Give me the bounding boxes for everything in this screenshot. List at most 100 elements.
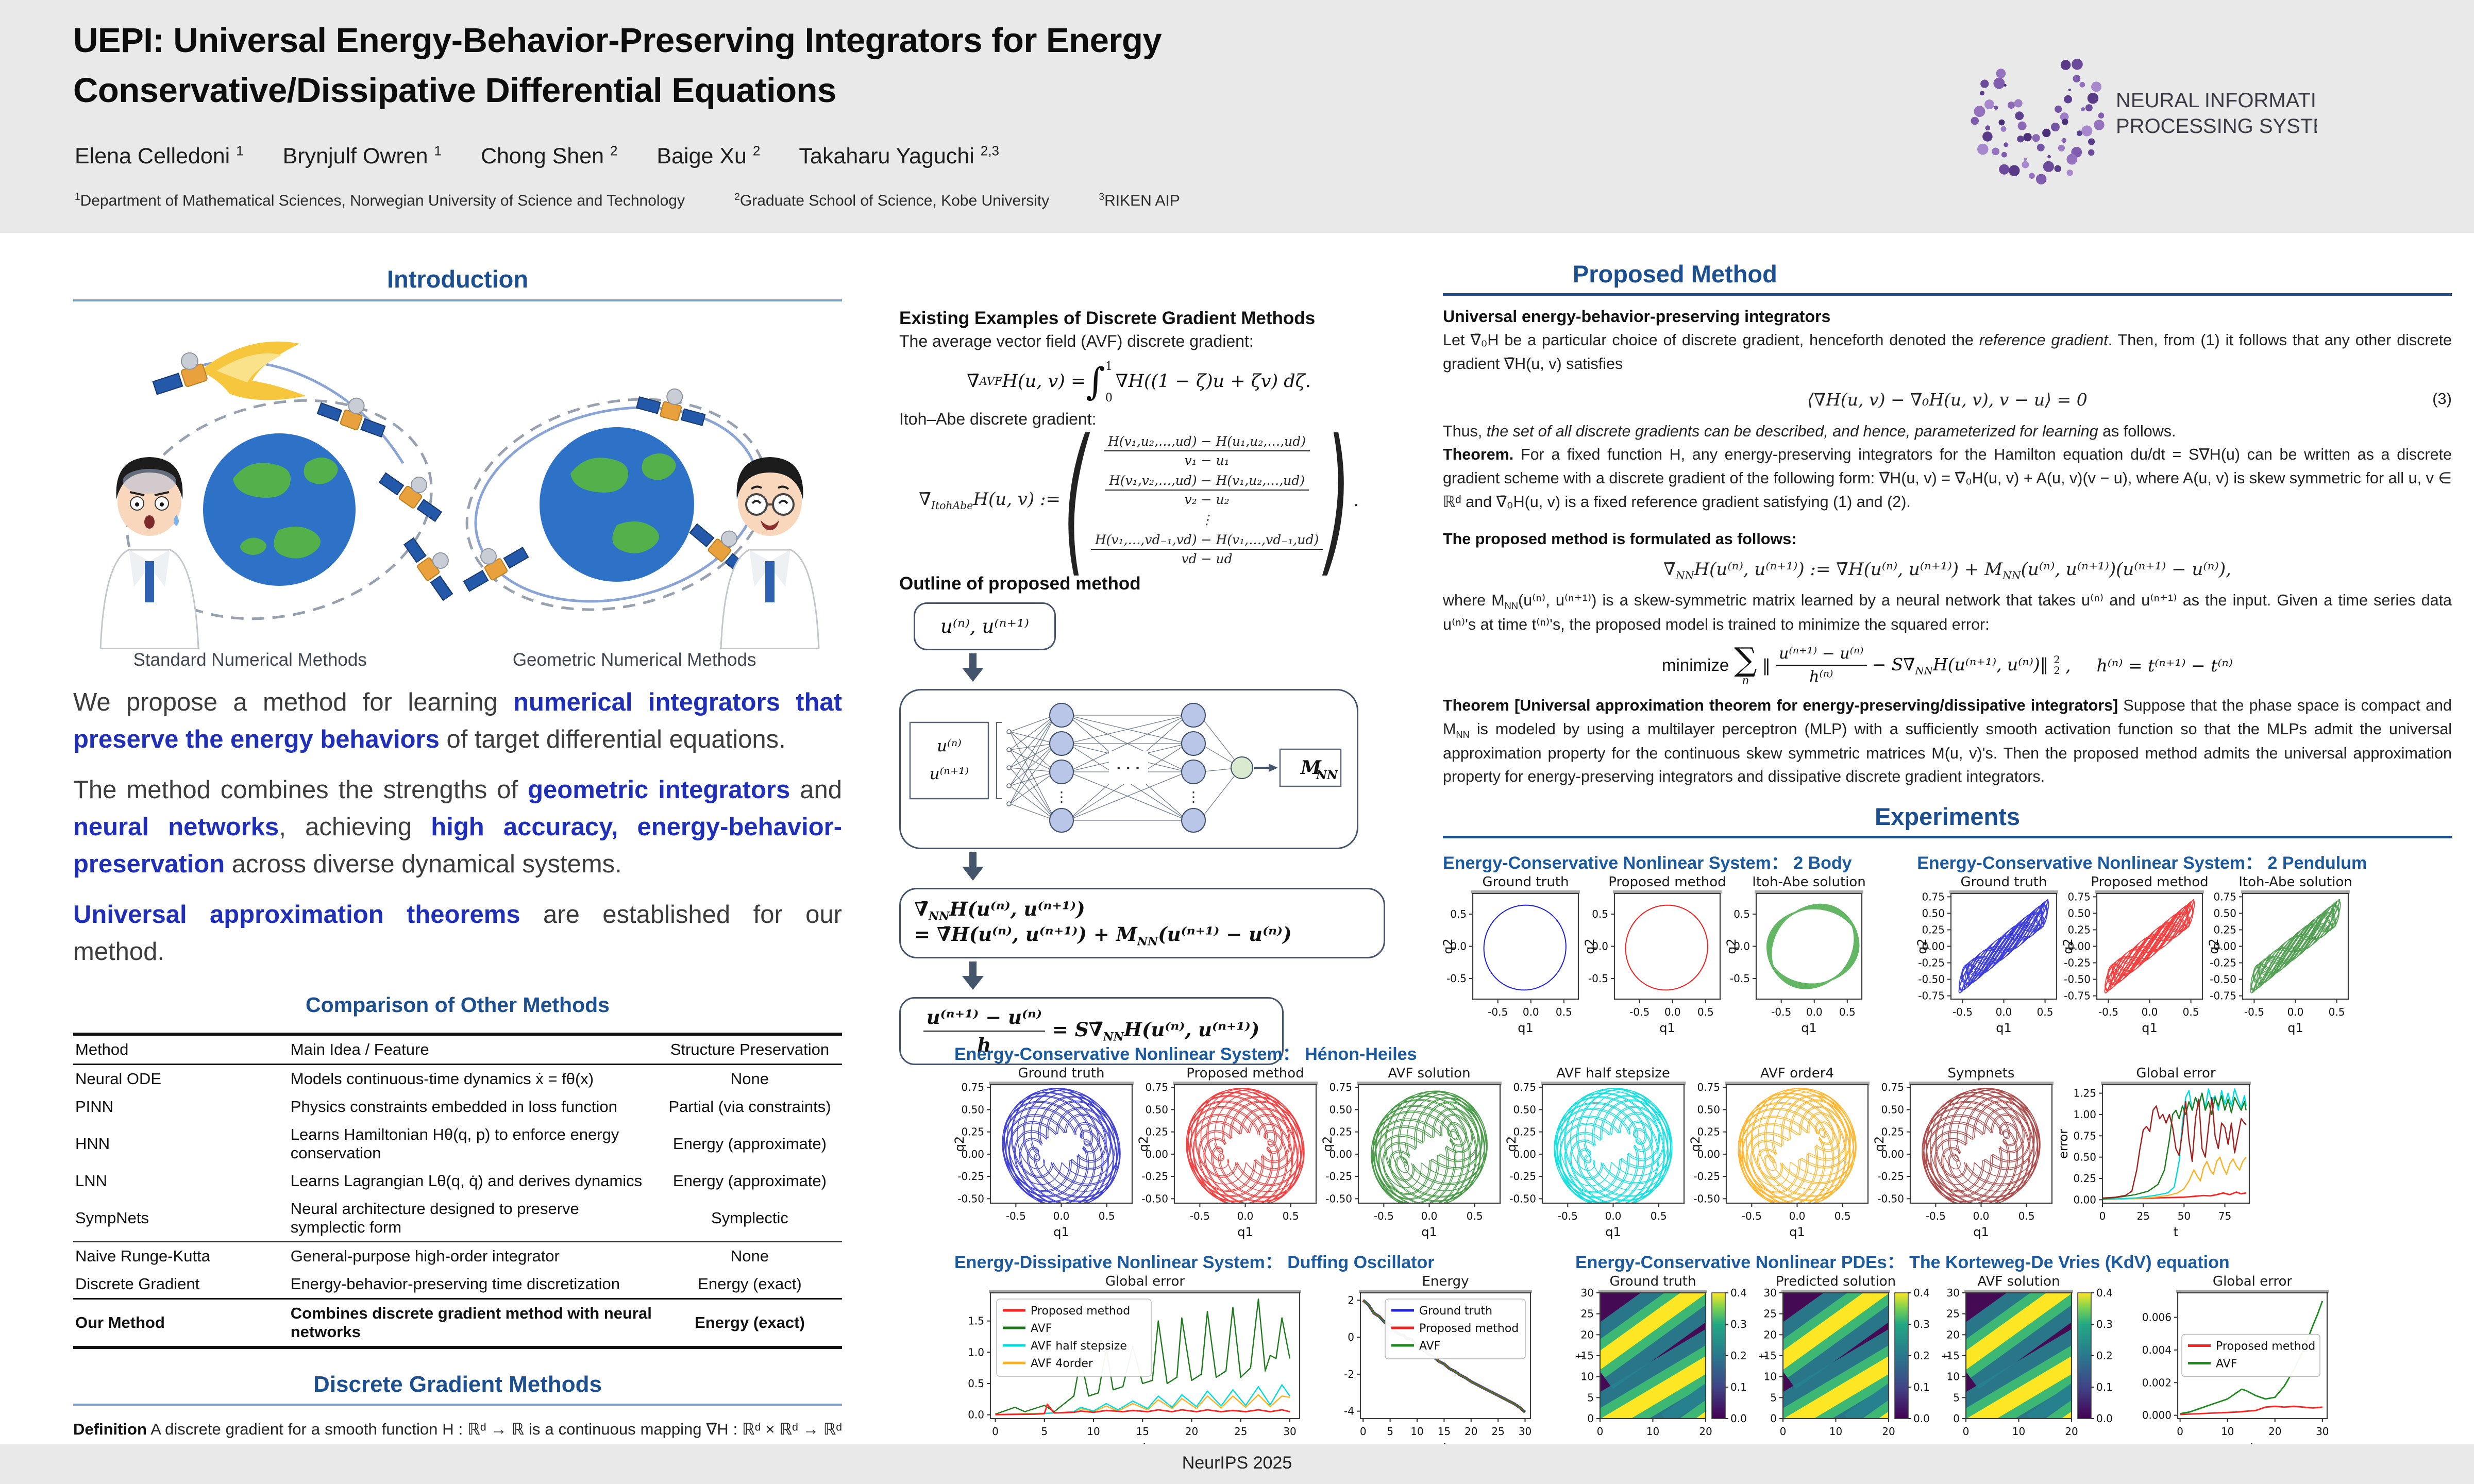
svg-text:Proposed method: Proposed method (2091, 874, 2209, 890)
arrow-down-icon (962, 653, 984, 682)
svg-text:q2: q2 (1506, 1136, 1519, 1152)
table-row: SympNets Neural architecture designed to … (75, 1200, 788, 1237)
svg-text:0.0: 0.0 (1053, 1210, 1070, 1222)
svg-text:Ground truth: Ground truth (1610, 1274, 1696, 1289)
itoh-abe-equation: ∇̄ItohAbeH(u, v) := ( H(v₁,u₂,…,ud) − H(… (919, 407, 1359, 594)
authors-line: Elena Celledoni 1 Brynjulf Owren 1 Chong… (75, 143, 1032, 169)
flow-scheme-box: u⁽ⁿ⁺¹⁾ − u⁽ⁿ⁾ h = S∇̄NNH(u⁽ⁿ⁾, u⁽ⁿ⁺¹⁾) (899, 997, 1284, 1065)
svg-text:AVF half stepsize: AVF half stepsize (1556, 1066, 1670, 1081)
svg-text:0.25: 0.25 (1881, 1126, 1904, 1138)
plot-2body-itoh-abe: Itoh-Abe solution -0.5 0.0 0.5 q1 0.5 0.0 -0.5 q… (1724, 874, 1868, 1042)
theorem-1: Theorem. For a fixed function H, any ene… (1443, 446, 2452, 511)
logo-text-2: PROCESSING SYSTEMS (2116, 115, 2317, 138)
plot-hh-global-error: Global error 0 25 50 75 t 1.25 1.00 0.75 0.50 0.25… (2056, 1065, 2256, 1246)
svg-text:0.50: 0.50 (1697, 1103, 1720, 1116)
svg-text:0.00: 0.00 (961, 1148, 984, 1160)
svg-text:q1: q1 (1605, 1225, 1621, 1239)
experiments-rule (1443, 836, 2452, 839)
svg-text:-0.5: -0.5 (1926, 1210, 1946, 1222)
plot-hh-avf-order4: AVF order4 -0.5 0.0 0.5 q1 0.75 0.50 0.25 0.00 -0… (1688, 1065, 1874, 1246)
plot-hh-avf: AVF solution -0.5 0.0 0.5 q1 0.75 0.50 0.25 0.00… (1320, 1065, 1506, 1246)
svg-text:0.5: 0.5 (1099, 1210, 1115, 1222)
svg-text:0.1: 0.1 (2096, 1381, 2113, 1393)
svg-text:0.5: 0.5 (2018, 1210, 2035, 1222)
plot-hh-proposed: Proposed method -0.5 0.0 0.5 q1 0.75 0.50 0.25 0… (1136, 1065, 1322, 1246)
svg-text:-0.5: -0.5 (1742, 1210, 1762, 1222)
svg-text:0.4: 0.4 (2096, 1287, 2113, 1299)
svg-text:0.00: 0.00 (1881, 1148, 1904, 1160)
svg-text:0.50: 0.50 (2068, 907, 2091, 920)
svg-text:-0.5: -0.5 (2098, 1006, 2118, 1018)
itoh-abe-label: Itoh–Abe discrete gradient: (899, 410, 1097, 428)
svg-text:0.75: 0.75 (2073, 1129, 2096, 1142)
existing-examples-heading: Existing Examples of Discrete Gradient M… (899, 308, 1316, 328)
author: Elena Celledoni 1 (75, 143, 244, 169)
svg-text:q2: q2 (1443, 938, 1455, 954)
svg-text:-0.25: -0.25 (2210, 957, 2237, 969)
svg-text:0.1: 0.1 (1730, 1381, 1747, 1393)
flow-gradient-box: ∇̄NNH(u⁽ⁿ⁾, u⁽ⁿ⁺¹⁾) = ∇̄H(u⁽ⁿ⁾, u⁽ⁿ⁺¹⁾) … (899, 888, 1385, 958)
comparison-table: Method Main Idea / Feature Structure Pre… (73, 1033, 842, 1349)
svg-text:0: 0 (1587, 1412, 1594, 1425)
svg-text:AVF: AVF (1419, 1340, 1440, 1353)
intro-rule (73, 299, 842, 301)
svg-text:-0.75: -0.75 (2210, 990, 2237, 1002)
svg-text:q2: q2 (1585, 938, 1597, 954)
plot-pendulum-ground-truth: Ground truth -0.5 0.0 0.5 q1 0.75 0.50 0.25 0.00… (1915, 874, 2063, 1042)
svg-text:⋮: ⋮ (1054, 789, 1069, 805)
affiliations-line: 1Department of Mathematical Sciences, No… (75, 192, 1225, 210)
affiliation: 2Graduate School of Science, Kobe Univer… (734, 192, 1050, 209)
svg-text:0.50: 0.50 (1145, 1103, 1168, 1116)
svg-text:-0.50: -0.50 (1325, 1192, 1352, 1205)
svg-text:20: 20 (1947, 1328, 1960, 1341)
proposed-method-heading: Proposed Method (1572, 260, 1777, 288)
svg-text:Proposed method: Proposed method (1419, 1322, 1519, 1335)
caption-standard: Standard Numerical Methods (133, 650, 367, 670)
svg-text:5: 5 (1770, 1391, 1777, 1404)
plot-hh-avf-half: AVF half stepsize -0.5 0.0 0.5 q1 0.75 0.50 0.2… (1504, 1065, 1690, 1246)
svg-text:5: 5 (1587, 1391, 1594, 1404)
svg-text:0.0: 0.0 (2287, 1006, 2304, 1018)
svg-text:0.75: 0.75 (1145, 1081, 1168, 1093)
svg-text:0.75: 0.75 (1513, 1081, 1536, 1093)
svg-text:0.50: 0.50 (1922, 907, 1945, 920)
comet-satellite-icon (152, 341, 306, 400)
svg-text:Global error: Global error (1105, 1274, 1185, 1289)
table-row-our-method: Our Method Combines discrete gradient met… (73, 1298, 842, 1348)
svg-text:q1: q1 (1789, 1225, 1805, 1239)
svg-text:0.75: 0.75 (2214, 891, 2237, 903)
poster-title: UEPI: Universal Energy-Behavior-Preservi… (73, 15, 1162, 115)
svg-text:0.2: 0.2 (1913, 1350, 1930, 1362)
worried-scientist (99, 457, 199, 649)
svg-text:0.00: 0.00 (1922, 940, 1945, 953)
svg-text:0.5: 0.5 (1835, 1210, 1851, 1222)
standard-methods-scene (99, 341, 453, 649)
duffing-heading: Energy-Dissipative Nonlinear System： Duf… (954, 1253, 1435, 1272)
svg-text:0.2: 0.2 (1730, 1350, 1747, 1362)
svg-text:0.0: 0.0 (1421, 1210, 1438, 1222)
arrow-down-icon (962, 961, 984, 990)
happy-scientist (720, 457, 820, 649)
svg-text:Ground truth: Ground truth (1018, 1066, 1105, 1081)
two-pendulum-heading: Energy-Conservative Nonlinear System： 2 … (1917, 853, 2367, 873)
svg-text:0.0: 0.0 (1734, 940, 1750, 953)
svg-text:0.5: 0.5 (1467, 1210, 1483, 1222)
satellite-icon (316, 397, 386, 438)
equation-3-tag: (3) (2432, 389, 2452, 408)
svg-text:t: t (1941, 1353, 1954, 1358)
svg-text:0: 0 (1780, 1425, 1787, 1438)
svg-text:Ground truth: Ground truth (1483, 874, 1569, 890)
svg-text:15: 15 (1136, 1425, 1149, 1438)
svg-text:10: 10 (1087, 1425, 1100, 1438)
svg-text:Global error: Global error (2213, 1274, 2292, 1289)
svg-text:0.3: 0.3 (2096, 1318, 2113, 1330)
plot-2body-proposed: Proposed method -0.5 0.0 0.5 q1 0.5 0.0 -0.5 q2 (1583, 874, 1726, 1042)
footer-conference: NeurIPS 2025 (1182, 1453, 1292, 1473)
svg-text:t: t (1758, 1353, 1771, 1358)
svg-text:10: 10 (1947, 1371, 1960, 1383)
svg-text:-0.5: -0.5 (1629, 1006, 1650, 1018)
svg-text:0.0: 0.0 (1973, 1210, 1990, 1222)
equation-3: ⟨∇̄H(u, v) − ∇̄₀H(u, v), v − u⟩ = 0 (3) (1807, 389, 2452, 410)
